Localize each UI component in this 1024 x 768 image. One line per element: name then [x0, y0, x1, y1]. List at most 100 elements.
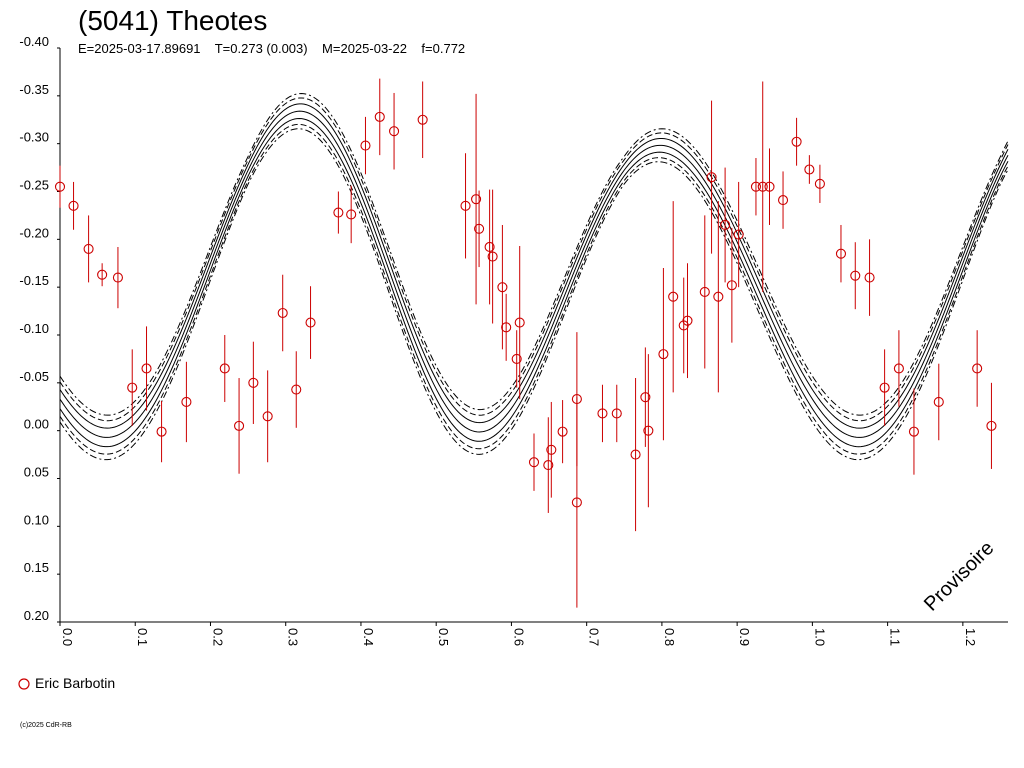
y-tick-label: 0.10	[24, 512, 49, 527]
x-tick-label: 0.1	[135, 628, 150, 646]
copyright-note: (c)2025 CdR-RB	[20, 722, 72, 729]
data-point	[864, 272, 875, 283]
data-point	[248, 377, 259, 388]
data-point	[658, 349, 669, 360]
y-tick-label: -0.15	[19, 273, 49, 288]
data-point	[277, 307, 288, 319]
data-point	[141, 363, 152, 374]
x-tick-label: 0.9	[737, 628, 752, 646]
data-point	[597, 408, 608, 419]
data-point	[726, 280, 737, 291]
data-point	[764, 181, 775, 192]
fit-curve-dashdot	[59, 128, 1009, 461]
x-tick-label: 1.0	[812, 628, 827, 646]
data-point	[908, 426, 920, 437]
x-tick-label: 0.4	[361, 628, 376, 646]
data-point	[333, 207, 344, 218]
data-point	[879, 382, 890, 393]
data-point	[630, 449, 641, 460]
x-tick-label: 0.2	[210, 628, 225, 646]
data-point	[474, 223, 485, 234]
data-point	[83, 243, 94, 254]
data-point	[112, 272, 123, 283]
data-point	[219, 363, 230, 374]
data-point	[682, 315, 693, 326]
data-point	[127, 382, 138, 393]
data-point	[571, 497, 582, 508]
fit-curve-solid	[59, 103, 1009, 429]
data-point	[234, 420, 245, 431]
data-point	[54, 181, 66, 192]
data-point	[497, 282, 508, 293]
data-point	[835, 248, 847, 259]
y-tick-label: 0.05	[24, 465, 49, 480]
data-point	[777, 195, 789, 206]
data-point	[733, 229, 744, 240]
y-tick-label: 0.00	[24, 417, 49, 432]
data-point	[706, 172, 717, 183]
data-point	[68, 200, 79, 211]
data-point	[699, 286, 710, 298]
data-point	[97, 269, 108, 280]
chart-subtitle: E=2025-03-17.89691 T=0.273 (0.003) M=202…	[78, 41, 465, 56]
x-tick-label: 0.7	[587, 628, 602, 646]
y-tick-label: 0.15	[24, 560, 49, 575]
x-tick-label: 0.6	[511, 628, 526, 646]
fit-curve-solid	[59, 118, 1009, 448]
data-point	[814, 178, 825, 189]
legend: Eric Barbotin	[18, 675, 115, 691]
y-tick-label: -0.35	[19, 82, 49, 97]
data-point	[668, 291, 679, 302]
data-point	[557, 426, 568, 437]
data-point	[611, 408, 622, 419]
data-point	[543, 460, 554, 471]
data-point	[389, 126, 400, 137]
data-point	[933, 396, 944, 408]
fit-curves	[59, 93, 1009, 461]
data-point	[804, 164, 815, 175]
x-tick-label: 0.3	[286, 628, 301, 646]
fit-curve-dashed	[59, 123, 1009, 455]
chart-title: (5041) Theotes	[78, 5, 267, 36]
y-tick-label: -0.05	[19, 369, 49, 384]
data-point	[720, 219, 731, 231]
x-tick-label: 0.0	[60, 628, 75, 646]
data-point	[643, 425, 654, 436]
y-tick-label: -0.40	[19, 34, 49, 49]
data-point	[501, 322, 512, 333]
data-point	[514, 317, 525, 328]
data-point	[460, 200, 471, 211]
data-point	[528, 457, 540, 468]
data-point	[156, 426, 167, 437]
data-point	[471, 194, 482, 205]
y-tick-label: -0.30	[19, 130, 49, 145]
y-tick-label: -0.10	[19, 321, 49, 336]
data-point	[986, 420, 997, 431]
data-point	[484, 241, 495, 253]
x-tick-label: 1.1	[888, 628, 903, 646]
legend-marker	[18, 678, 30, 690]
data-point	[791, 136, 802, 147]
data-point	[750, 181, 762, 192]
data-point	[291, 384, 302, 395]
x-tick-label: 0.5	[436, 628, 451, 646]
data-point	[546, 444, 557, 455]
x-tick-label: 1.2	[963, 628, 978, 646]
data-point	[757, 181, 768, 192]
data-point	[713, 291, 724, 302]
data-point	[374, 111, 385, 122]
data-point	[511, 353, 522, 364]
y-tick-label: -0.25	[19, 178, 49, 193]
data-point	[346, 209, 357, 220]
data-point	[487, 251, 498, 262]
data-point	[417, 114, 428, 125]
y-tick-label: -0.20	[19, 225, 49, 240]
fit-curve-dashed	[59, 97, 1009, 422]
data-point	[893, 363, 904, 374]
data-point	[972, 363, 983, 374]
data-point	[360, 140, 371, 151]
data-point	[305, 317, 316, 328]
data-points	[54, 78, 997, 608]
fit-curve-dashdot	[59, 93, 1009, 416]
